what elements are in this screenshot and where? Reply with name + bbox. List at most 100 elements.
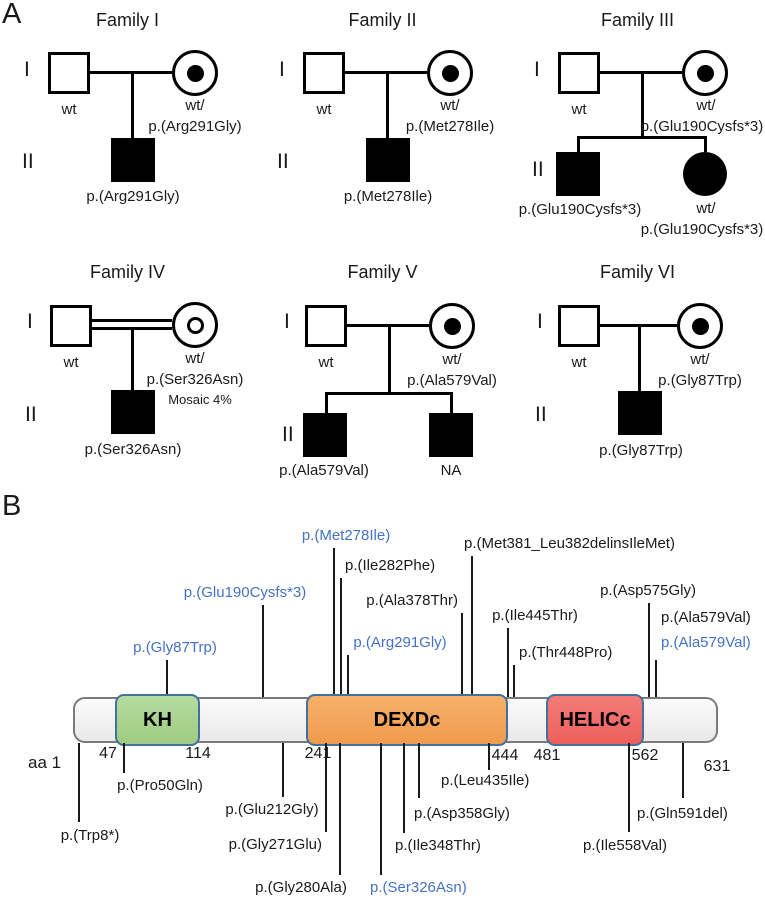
generation-1-label: I	[537, 310, 543, 333]
mutation-line-glu212gly	[282, 743, 284, 797]
father-genotype: wt	[571, 101, 587, 118]
affected-male-symbol	[429, 413, 473, 457]
mutation-line-ile558val	[628, 743, 630, 832]
couple-line	[600, 324, 680, 327]
domain-dexdc: DEXDc	[306, 694, 508, 746]
unaffected-male-symbol	[50, 305, 92, 347]
mother-genotype-line1: wt/	[185, 350, 205, 367]
generation-2-label: II	[535, 403, 547, 426]
affected-male-symbol	[303, 413, 347, 457]
affected-male-symbol	[366, 138, 410, 182]
aa-481: 481	[533, 747, 561, 764]
unaffected-male-symbol	[303, 52, 345, 94]
couple-line	[347, 324, 431, 327]
sib-drop-line	[450, 392, 453, 413]
mother-genotype-line1: wt/	[440, 97, 460, 114]
sibship-line	[325, 392, 453, 395]
panel-b-label: B	[2, 490, 22, 522]
mutation-label-ala579val-blue: p.(Ala579Val)	[661, 634, 751, 651]
mutation-label-ile282phe: p.(Ile282Phe)	[345, 557, 436, 574]
mutation-line-leu435ile	[488, 743, 490, 770]
affected-male-symbol	[111, 390, 155, 434]
descent-line	[388, 327, 391, 394]
mutation-line-met381-leu382	[471, 556, 473, 697]
descent-line	[131, 330, 134, 390]
mutation-line-trp8	[78, 743, 80, 822]
mother-genotype-line2: p.(Arg291Gly)	[148, 118, 242, 135]
consanguineous-line-top	[92, 319, 172, 322]
aa-444: 444	[491, 747, 519, 764]
mutation-label-glu190cysfs3: p.(Glu190Cysfs*3)	[183, 584, 307, 601]
aa-114: 114	[185, 745, 211, 762]
family-4-pedigree: Family IV I II wt wt/ p.(Ser326Asn) Mosa…	[0, 240, 255, 490]
family-5-pedigree: Family V I II wt wt/ p.(Ala579Val) p.(Al…	[255, 240, 510, 490]
child2-genotype-line2: p.(Glu190Cysfs*3)	[640, 221, 764, 238]
family-6-title: Family VI	[599, 262, 675, 282]
aa-241: 241	[304, 745, 332, 762]
mother-genotype-line1: wt/	[696, 97, 716, 114]
generation-1-label: I	[284, 310, 290, 333]
mutation-line-gly271glu	[325, 743, 327, 832]
mutation-label-met381-leu382: p.(Met381_Leu382delinsIleMet)	[464, 535, 675, 552]
carrier-female-symbol	[429, 303, 475, 349]
mutation-line-arg291gly	[347, 655, 349, 697]
mosaic-ring-icon	[186, 316, 204, 334]
family-1-title: Family I	[96, 10, 159, 30]
mother-genotype-line1: wt/	[185, 97, 205, 114]
carrier-dot-icon	[443, 317, 461, 335]
family-4-title: Family IV	[89, 262, 165, 282]
affected-male-symbol	[111, 138, 155, 182]
affected-male-symbol	[556, 152, 600, 196]
sib-drop-line	[577, 136, 580, 152]
mutation-line-met278ile	[333, 548, 335, 697]
sib-drop-line	[704, 136, 707, 152]
mother-mosaic-note: Mosaic 4%	[168, 392, 232, 407]
mother-genotype-line2: p.(Met278Ile)	[405, 118, 495, 135]
generation-1-label: I	[27, 310, 33, 333]
affected-female-symbol	[683, 152, 727, 196]
mutation-label-pro50gln: p.(Pro50Gln)	[117, 777, 203, 794]
mutation-line-ser326asn	[380, 743, 382, 875]
child-genotype: p.(Arg291Gly)	[86, 188, 180, 205]
unaffected-male-symbol	[48, 52, 90, 94]
aa-562: 562	[631, 747, 659, 764]
generation-1-label: I	[534, 58, 540, 81]
family-2-title: Family II	[348, 10, 417, 30]
mutation-line-gly87trp	[166, 660, 168, 697]
child1-genotype: p.(Glu190Cysfs*3)	[518, 201, 642, 218]
generation-2-label: II	[532, 158, 544, 181]
mutation-line-ile348thr	[403, 743, 405, 833]
mutation-label-gly271glu: p.(Gly271Glu)	[228, 836, 322, 853]
mutation-label-ala378thr: p.(Ala378Thr)	[366, 592, 458, 609]
mother-genotype-line2: p.(Ala579Val)	[407, 372, 497, 389]
mutation-label-thr448pro: p.(Thr448Pro)	[519, 644, 613, 661]
generation-2-label: II	[22, 150, 34, 173]
mutation-label-ala579val-black: p.(Ala579Val)	[661, 609, 751, 626]
generation-1-label: I	[24, 58, 30, 81]
carrier-dot-icon	[696, 64, 714, 82]
mutation-line-gly280ala	[339, 743, 341, 875]
child-genotype: p.(Met278Ile)	[343, 188, 433, 205]
descent-line	[638, 327, 641, 391]
father-genotype: wt	[61, 101, 77, 118]
family-6-pedigree: Family VI I II wt wt/ p.(Gly87Trp) p.(Gl…	[510, 240, 765, 490]
father-genotype: wt	[316, 101, 332, 118]
mother-genotype-line2: p.(Ser326Asn)	[146, 371, 244, 388]
mutation-line-asp358gly	[418, 743, 420, 798]
mutation-line-glu190cysfs3	[262, 605, 264, 697]
descent-line	[386, 74, 389, 138]
carrier-female-symbol	[427, 50, 473, 96]
mutation-label-gly87trp: p.(Gly87Trp)	[133, 639, 217, 656]
descent-line	[131, 74, 134, 138]
family-1-pedigree: Family I I II wt wt/ p.(Arg291Gly) p.(Ar…	[0, 0, 255, 250]
child2-genotype-line1: wt/	[696, 200, 716, 217]
consanguineous-line-bottom	[92, 327, 172, 330]
father-genotype: wt	[571, 354, 587, 371]
aa-47: 47	[99, 745, 117, 762]
mutation-label-glu212gly: p.(Glu212Gly)	[225, 801, 319, 818]
generation-2-label: II	[25, 403, 37, 426]
mutation-line-ile445thr	[507, 628, 509, 697]
mutation-label-leu435ile: p.(Leu435Ile)	[441, 772, 530, 789]
carrier-dot-icon	[441, 64, 459, 82]
